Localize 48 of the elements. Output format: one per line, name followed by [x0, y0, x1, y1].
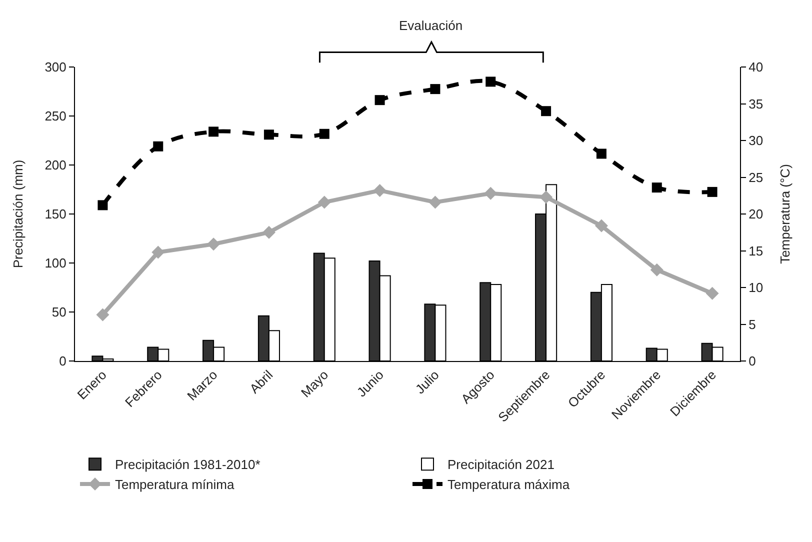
- y-tick-label: 150: [44, 206, 66, 222]
- legend-label: Precipitación 2021: [448, 457, 554, 472]
- point: [262, 226, 276, 239]
- point: [652, 182, 662, 193]
- point: [153, 141, 164, 152]
- legend-label: Temperatura mínima: [115, 477, 235, 492]
- point: [430, 84, 440, 94]
- point: [428, 196, 442, 209]
- y2-tick-label: 15: [748, 243, 764, 258]
- point: [486, 76, 496, 87]
- point: [96, 308, 110, 322]
- point: [318, 196, 331, 209]
- y2-tick-label: 25: [748, 170, 764, 185]
- y2-tick-label: 20: [748, 206, 764, 222]
- point: [98, 200, 108, 210]
- point: [594, 219, 608, 232]
- point: [264, 130, 274, 140]
- point: [540, 190, 553, 204]
- y2-tick-label: 5: [748, 316, 756, 332]
- legend-label: Temperatura máxima: [448, 477, 570, 492]
- text: Evaluación: [399, 18, 463, 33]
- y2-tick-label: 30: [748, 133, 764, 148]
- y-tick-label: 200: [44, 158, 66, 173]
- point: [650, 263, 664, 276]
- y2-tick-label: 0: [748, 354, 756, 369]
- y2-tick-label: 40: [748, 60, 764, 75]
- point: [707, 186, 718, 197]
- y2-axis-title: Temperatura (°C): [778, 164, 793, 264]
- point: [152, 246, 165, 259]
- y2-tick-label: 35: [748, 96, 764, 112]
- x-tick-label: Julio: [412, 367, 442, 397]
- point: [319, 128, 330, 139]
- point: [207, 238, 220, 251]
- y-tick-label: 50: [52, 304, 66, 320]
- y-tick-label: 100: [44, 256, 66, 271]
- y2-tick-label: 10: [748, 280, 764, 296]
- y-axis-title: Precipitación (mm): [10, 160, 26, 268]
- point: [596, 148, 606, 159]
- point: [706, 286, 719, 300]
- point: [541, 106, 552, 116]
- y-tick-label: 300: [44, 60, 66, 75]
- y-tick-label: 250: [44, 108, 66, 124]
- legend-label: Precipitación 1981-2010*: [115, 457, 260, 472]
- y-tick-label: 0: [59, 354, 66, 369]
- point: [484, 186, 498, 200]
- point: [374, 95, 385, 106]
- point: [373, 184, 386, 197]
- point: [208, 126, 219, 137]
